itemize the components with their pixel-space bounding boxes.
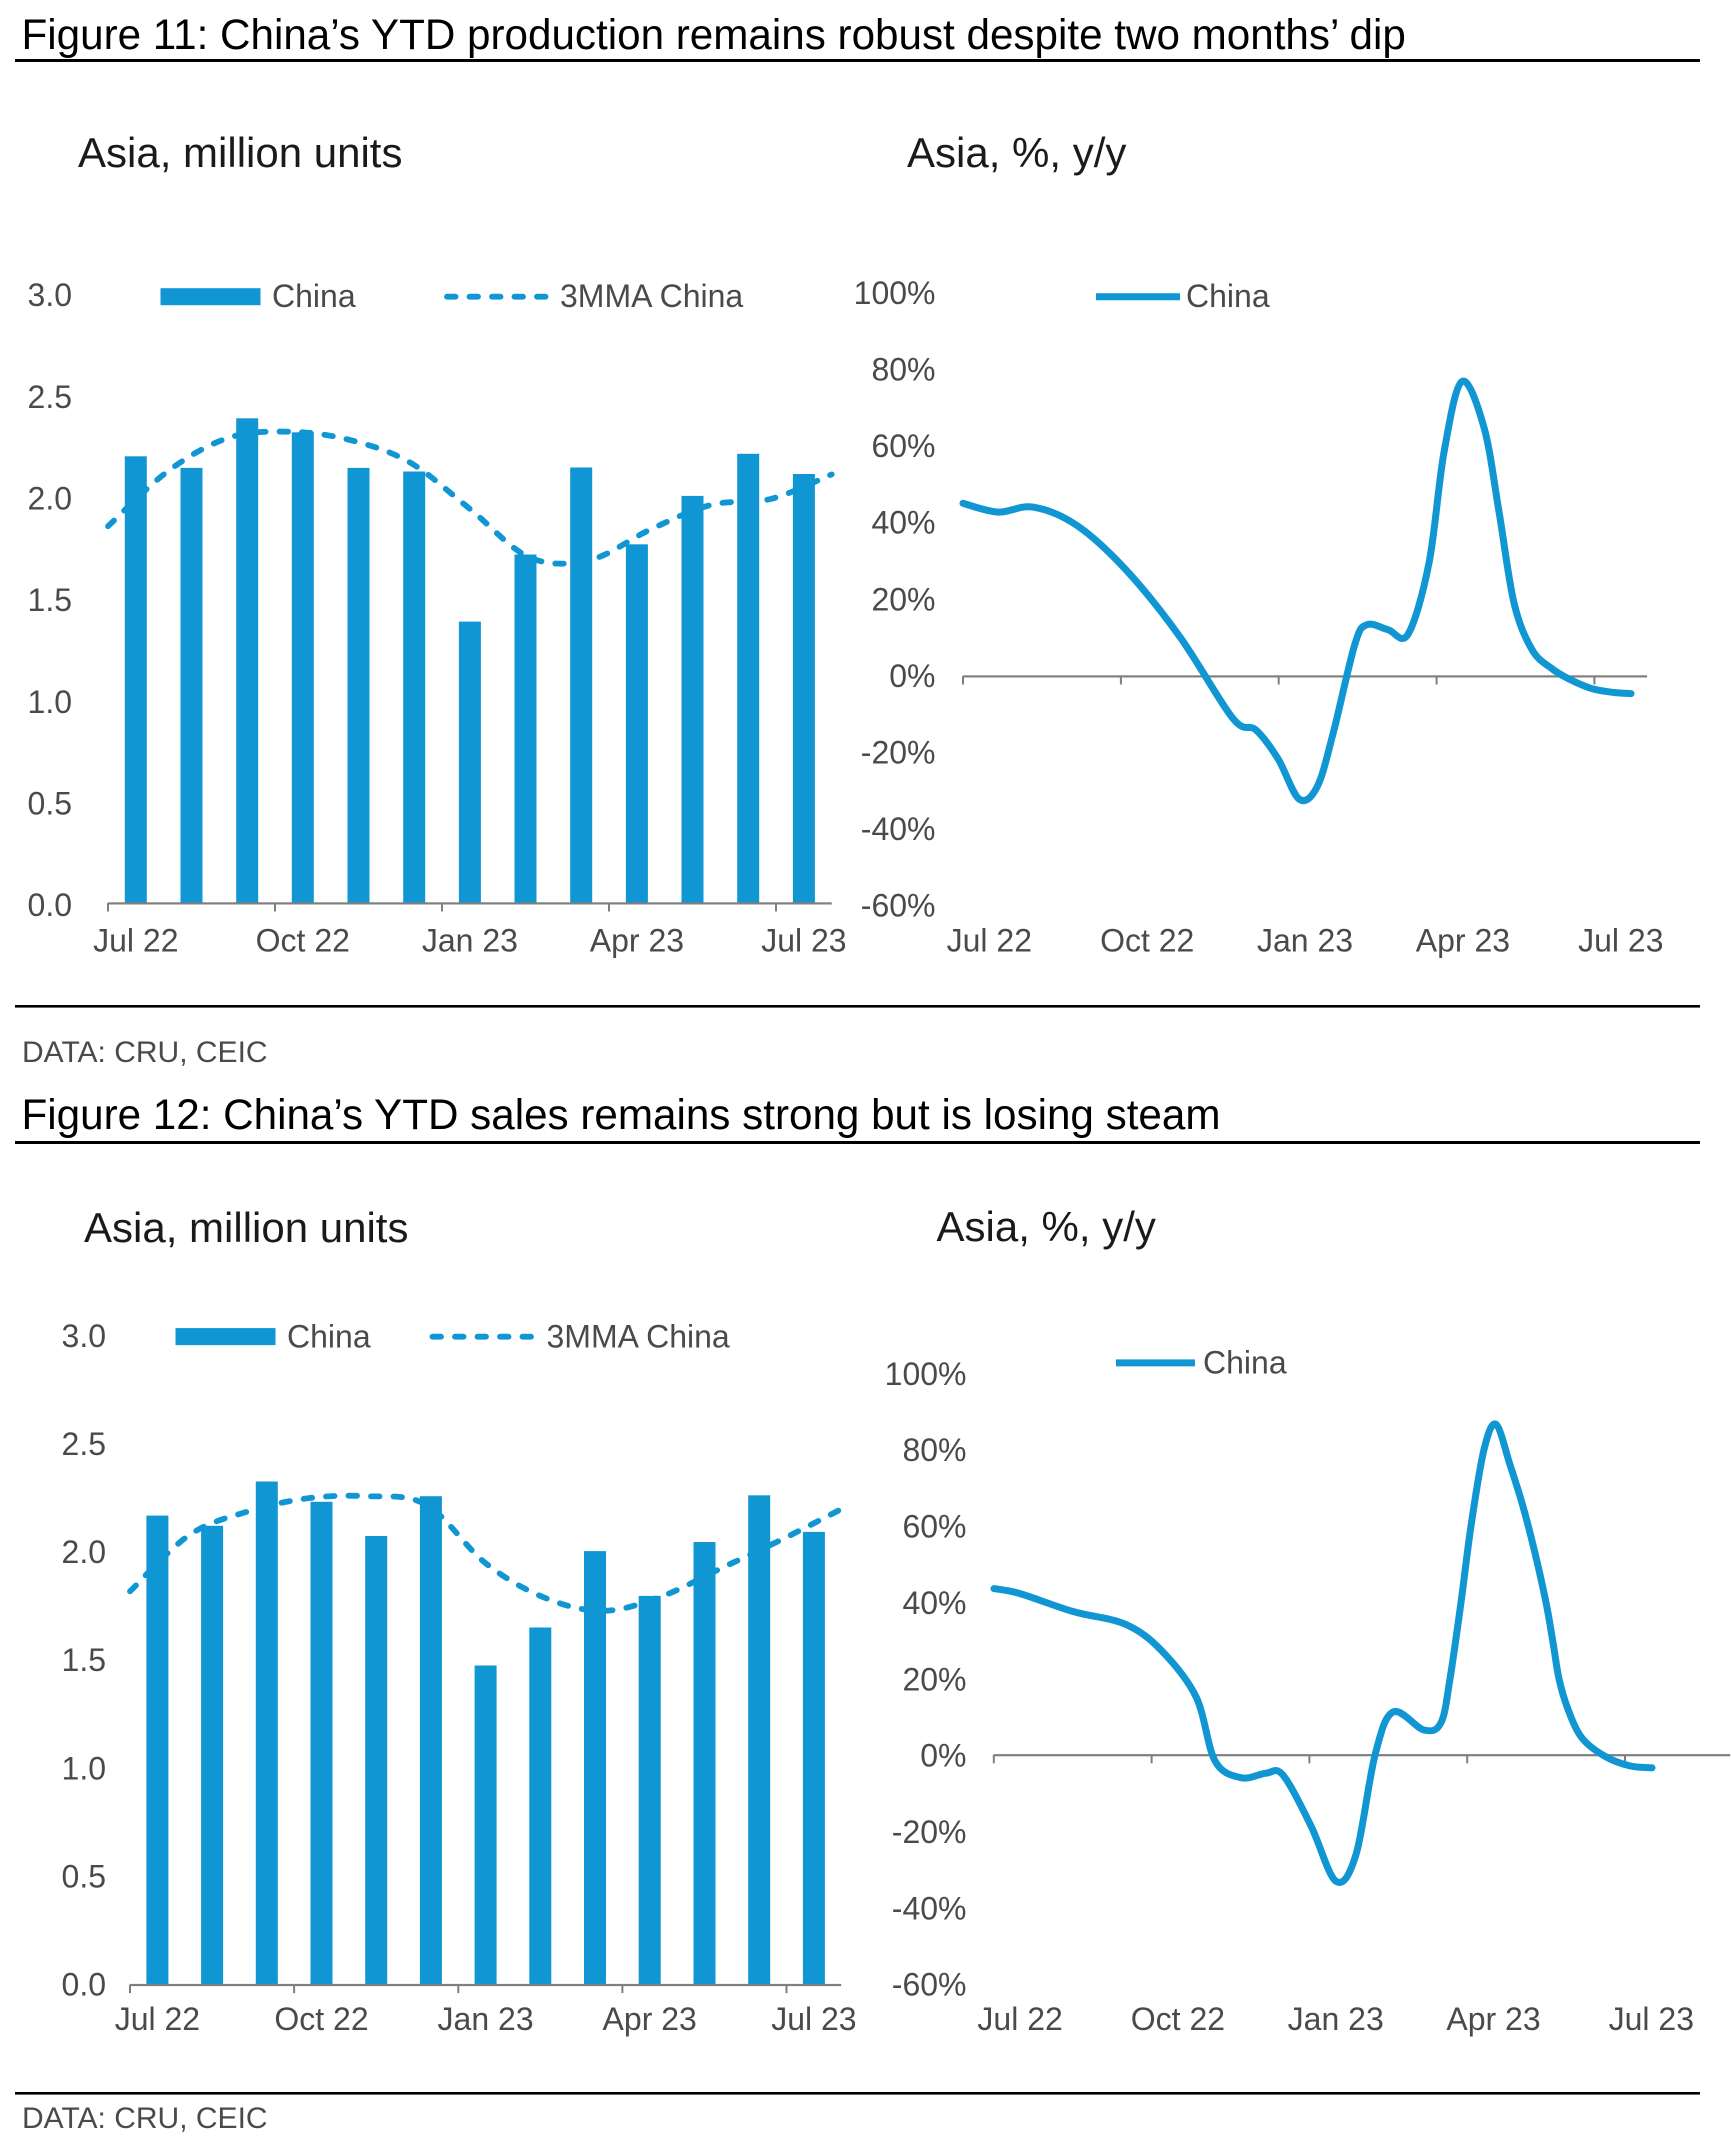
svg-text:-20%: -20% [861, 735, 936, 771]
svg-text:Apr 23: Apr 23 [1446, 2001, 1540, 2037]
svg-text:China: China [1203, 1345, 1287, 1381]
svg-text:Apr 23: Apr 23 [1416, 923, 1510, 959]
svg-text:Jul 23: Jul 23 [771, 2001, 856, 2037]
svg-text:-60%: -60% [861, 888, 936, 924]
svg-text:0.0: 0.0 [62, 1967, 106, 2003]
svg-text:80%: 80% [902, 1432, 966, 1468]
svg-text:Jul 23: Jul 23 [761, 923, 846, 959]
svg-text:Asia, %, y/y: Asia, %, y/y [937, 1203, 1156, 1250]
svg-text:3.0: 3.0 [28, 277, 72, 313]
svg-text:40%: 40% [902, 1585, 966, 1621]
svg-text:Jan 23: Jan 23 [1257, 923, 1353, 959]
svg-text:Jul 22: Jul 22 [977, 2001, 1062, 2037]
svg-text:1.5: 1.5 [28, 582, 72, 618]
svg-text:China: China [272, 278, 356, 314]
svg-text:-40%: -40% [861, 811, 936, 847]
svg-text:Oct 22: Oct 22 [1131, 2001, 1225, 2037]
svg-text:0.0: 0.0 [28, 887, 72, 923]
svg-text:0%: 0% [920, 1738, 966, 1774]
svg-text:Jul 23: Jul 23 [1609, 2001, 1694, 2037]
svg-text:0%: 0% [889, 658, 935, 694]
svg-text:2.5: 2.5 [62, 1426, 106, 1462]
svg-text:0.5: 0.5 [28, 786, 72, 822]
svg-text:20%: 20% [902, 1661, 966, 1697]
svg-text:Jul 22: Jul 22 [93, 923, 178, 959]
svg-text:China: China [287, 1319, 371, 1355]
svg-text:2.5: 2.5 [28, 379, 72, 415]
svg-text:100%: 100% [885, 1356, 967, 1392]
svg-text:Oct 22: Oct 22 [274, 2001, 368, 2037]
svg-text:2.0: 2.0 [62, 1534, 106, 1570]
svg-text:Jul 22: Jul 22 [115, 2001, 200, 2037]
svg-text:2.0: 2.0 [28, 481, 72, 517]
svg-text:Asia, %, y/y: Asia, %, y/y [907, 129, 1126, 176]
svg-text:DATA: CRU, CEIC: DATA: CRU, CEIC [22, 1036, 268, 1069]
svg-text:Apr 23: Apr 23 [603, 2001, 697, 2037]
svg-text:-60%: -60% [892, 1967, 967, 2003]
svg-text:80%: 80% [871, 352, 935, 388]
svg-text:3MMA China: 3MMA China [547, 1319, 730, 1355]
svg-text:3MMA China: 3MMA China [560, 278, 743, 314]
svg-text:Figure 11: China’s YTD product: Figure 11: China’s YTD production remain… [22, 11, 1406, 58]
svg-text:60%: 60% [871, 428, 935, 464]
svg-text:60%: 60% [902, 1509, 966, 1545]
svg-text:China: China [1186, 278, 1270, 314]
svg-text:1.0: 1.0 [28, 684, 72, 720]
svg-text:Jul 23: Jul 23 [1578, 923, 1663, 959]
svg-text:Oct 22: Oct 22 [256, 923, 350, 959]
svg-text:Asia, million units: Asia, million units [78, 129, 402, 176]
svg-text:20%: 20% [871, 581, 935, 617]
svg-text:Apr 23: Apr 23 [590, 923, 684, 959]
svg-text:Jul 22: Jul 22 [947, 923, 1032, 959]
svg-text:1.0: 1.0 [62, 1750, 106, 1786]
svg-text:Asia, million units: Asia, million units [84, 1204, 408, 1251]
svg-text:Jan 23: Jan 23 [438, 2001, 534, 2037]
svg-text:Jan 23: Jan 23 [1288, 2001, 1384, 2037]
svg-text:DATA: CRU, CEIC: DATA: CRU, CEIC [22, 2102, 268, 2135]
svg-text:40%: 40% [871, 505, 935, 541]
svg-text:-40%: -40% [892, 1890, 967, 1926]
svg-text:1.5: 1.5 [62, 1642, 106, 1678]
svg-text:100%: 100% [854, 275, 936, 311]
svg-text:3.0: 3.0 [62, 1318, 106, 1354]
svg-text:0.5: 0.5 [62, 1859, 106, 1895]
svg-text:Figure 12: China’s YTD sales r: Figure 12: China’s YTD sales remains str… [22, 1091, 1221, 1138]
svg-text:Oct 22: Oct 22 [1100, 923, 1194, 959]
svg-text:Jan 23: Jan 23 [422, 923, 518, 959]
svg-text:-20%: -20% [892, 1814, 967, 1850]
